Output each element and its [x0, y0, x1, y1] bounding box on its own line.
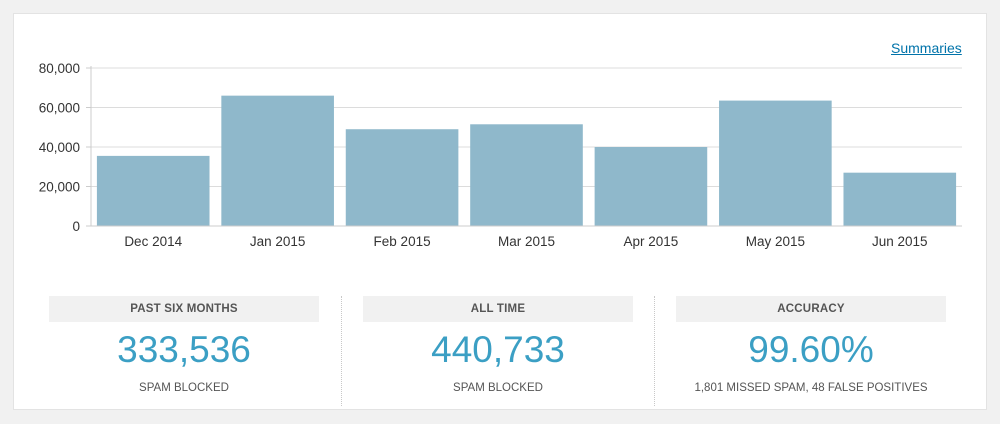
- x-tick-label: Dec 2014: [124, 234, 182, 249]
- spam-bar-chart: 0 20,000 40,000 60,000 80,000 Dec 2014 Jan 201…: [39, 61, 962, 249]
- bar[interactable]: [470, 124, 583, 226]
- x-tick-label: May 2015: [746, 234, 805, 249]
- y-tick-label: 60,000: [39, 101, 80, 116]
- stat-heading: ACCURACY: [676, 296, 946, 322]
- stat-caption: SPAM BLOCKED: [453, 382, 543, 394]
- stat-heading: PAST SIX MONTHS: [49, 296, 319, 322]
- axes: 0 20,000 40,000 60,000 80,000 Dec 2014 Jan 201…: [39, 61, 962, 249]
- y-tick-label: 80,000: [39, 61, 80, 76]
- x-tick-label: Mar 2015: [498, 234, 555, 249]
- stat-accuracy: ACCURACY 99.60% 1,801 MISSED SPAM, 48 FA…: [676, 296, 946, 394]
- stat-past-six-months: PAST SIX MONTHS 333,536 SPAM BLOCKED: [49, 296, 319, 394]
- stat-caption: 1,801 MISSED SPAM, 48 FALSE POSITIVES: [694, 382, 928, 394]
- x-tick-label: Feb 2015: [374, 234, 431, 249]
- bar[interactable]: [221, 95, 334, 227]
- y-tick-label: 40,000: [39, 140, 80, 155]
- y-tick-label: 20,000: [39, 180, 80, 195]
- stat-value: 333,536: [117, 329, 251, 370]
- stat-all-time: ALL TIME 440,733 SPAM BLOCKED: [363, 296, 633, 394]
- bar[interactable]: [345, 129, 459, 226]
- stat-divider: [654, 296, 655, 406]
- x-tick-label: Jun 2015: [872, 234, 928, 249]
- stats-panel: Summaries 0 20,000 40,000 60,000 80,000 Dec 2…: [13, 13, 987, 410]
- bar[interactable]: [96, 155, 210, 226]
- y-tick-label: 0: [72, 219, 80, 234]
- stat-heading: ALL TIME: [363, 296, 633, 322]
- stat-divider: [341, 296, 342, 406]
- stat-value: 99.60%: [748, 329, 874, 370]
- x-tick-label: Apr 2015: [624, 234, 679, 249]
- bar[interactable]: [843, 172, 957, 226]
- summaries-link[interactable]: Summaries: [891, 40, 962, 56]
- bar[interactable]: [719, 100, 832, 226]
- x-tick-label: Jan 2015: [250, 234, 306, 249]
- stat-value: 440,733: [431, 329, 565, 370]
- bar[interactable]: [594, 147, 708, 226]
- stat-caption: SPAM BLOCKED: [139, 382, 229, 394]
- bars: [96, 95, 957, 227]
